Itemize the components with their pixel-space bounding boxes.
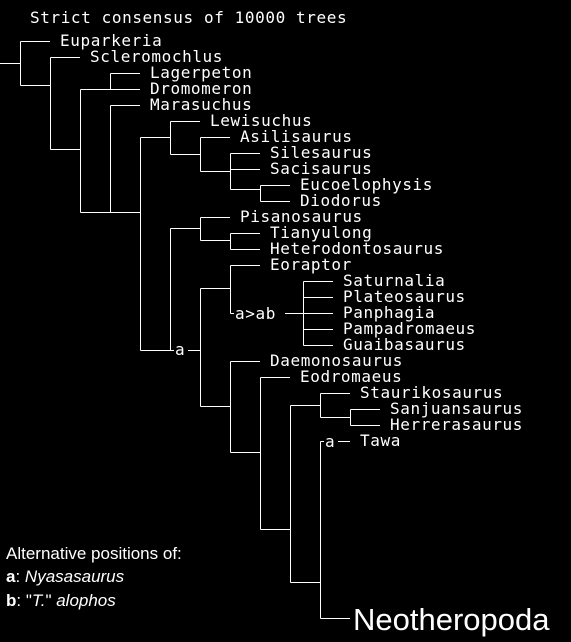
taxon-label-diodorus: Diodorus [300, 191, 382, 210]
taxon-label-staurikosaurus: Staurikosaurus [360, 383, 503, 402]
legend-heading: Alternative positions of: [6, 544, 182, 563]
legend-colon-a: : [15, 567, 24, 586]
legend-taxon-b-rest: alophos [51, 591, 116, 610]
taxon-label-sacisaurus: Sacisaurus [270, 159, 372, 178]
taxon-label-eucoelophysis: Eucoelophysis [300, 175, 433, 194]
legend-quote-close-b: " [45, 591, 51, 610]
taxon-label-lewisuchus: Lewisuchus [210, 111, 312, 130]
tree-branches [0, 41, 380, 619]
legend-key-b: b [6, 591, 16, 610]
taxon-label-tawa: Tawa [360, 431, 401, 450]
node-label-a-to-ab: a>ab [235, 304, 276, 323]
taxon-label-guaibasaurus: Guaibasaurus [343, 335, 466, 354]
taxon-label-neotheropoda: Neotheropoda [353, 602, 550, 637]
taxon-label-scleromochlus: Scleromochlus [90, 47, 223, 66]
taxon-label-plateosaurus: Plateosaurus [343, 287, 466, 306]
node-labels: a a>ab a [174, 304, 338, 451]
taxon-label-euparkeria: Euparkeria [60, 31, 162, 50]
taxon-label-eodromaeus: Eodromaeus [300, 367, 402, 386]
taxon-label-heterodontosaurus: Heterodontosaurus [270, 239, 444, 258]
figure-title: Strict consensus of 10000 trees [30, 8, 347, 27]
legend-taxon-a: Nyasasaurus [25, 567, 125, 586]
taxon-label-silesaurus: Silesaurus [270, 143, 372, 162]
taxon-label-asilisaurus: Asilisaurus [240, 127, 353, 146]
node-label-a-tawa: a [325, 432, 335, 451]
legend-item-b: b: "T." alophos [6, 591, 116, 610]
legend-taxon-b: T. [32, 591, 46, 610]
node-label-a-main: a [175, 340, 185, 359]
taxon-label-saturnalia: Saturnalia [343, 271, 445, 290]
taxon-label-pisanosaurus: Pisanosaurus [240, 207, 363, 226]
taxon-label-dromomeron: Dromomeron [150, 79, 252, 98]
taxon-labels: Euparkeria Scleromochlus Lagerpeton Drom… [60, 31, 550, 637]
taxon-label-sanjuansaurus: Sanjuansaurus [390, 399, 523, 418]
legend-colon-b: : [16, 591, 25, 610]
taxon-label-eoraptor: Eoraptor [270, 255, 352, 274]
legend-quote-open-b: " [26, 591, 32, 610]
taxon-label-panphagia: Panphagia [343, 303, 435, 322]
taxon-label-lagerpeton: Lagerpeton [150, 63, 252, 82]
legend-item-a: a: Nyasasaurus [6, 567, 125, 586]
taxon-label-herrerasaurus: Herrerasaurus [390, 415, 523, 434]
legend-key-a: a [6, 567, 16, 586]
taxon-label-tianyulong: Tianyulong [270, 223, 372, 242]
taxon-label-daemonosaurus: Daemonosaurus [270, 351, 403, 370]
taxon-label-marasuchus: Marasuchus [150, 95, 252, 114]
taxon-label-pampadromaeus: Pampadromaeus [343, 319, 476, 338]
legend: Alternative positions of: a: Nyasasaurus… [6, 544, 182, 610]
